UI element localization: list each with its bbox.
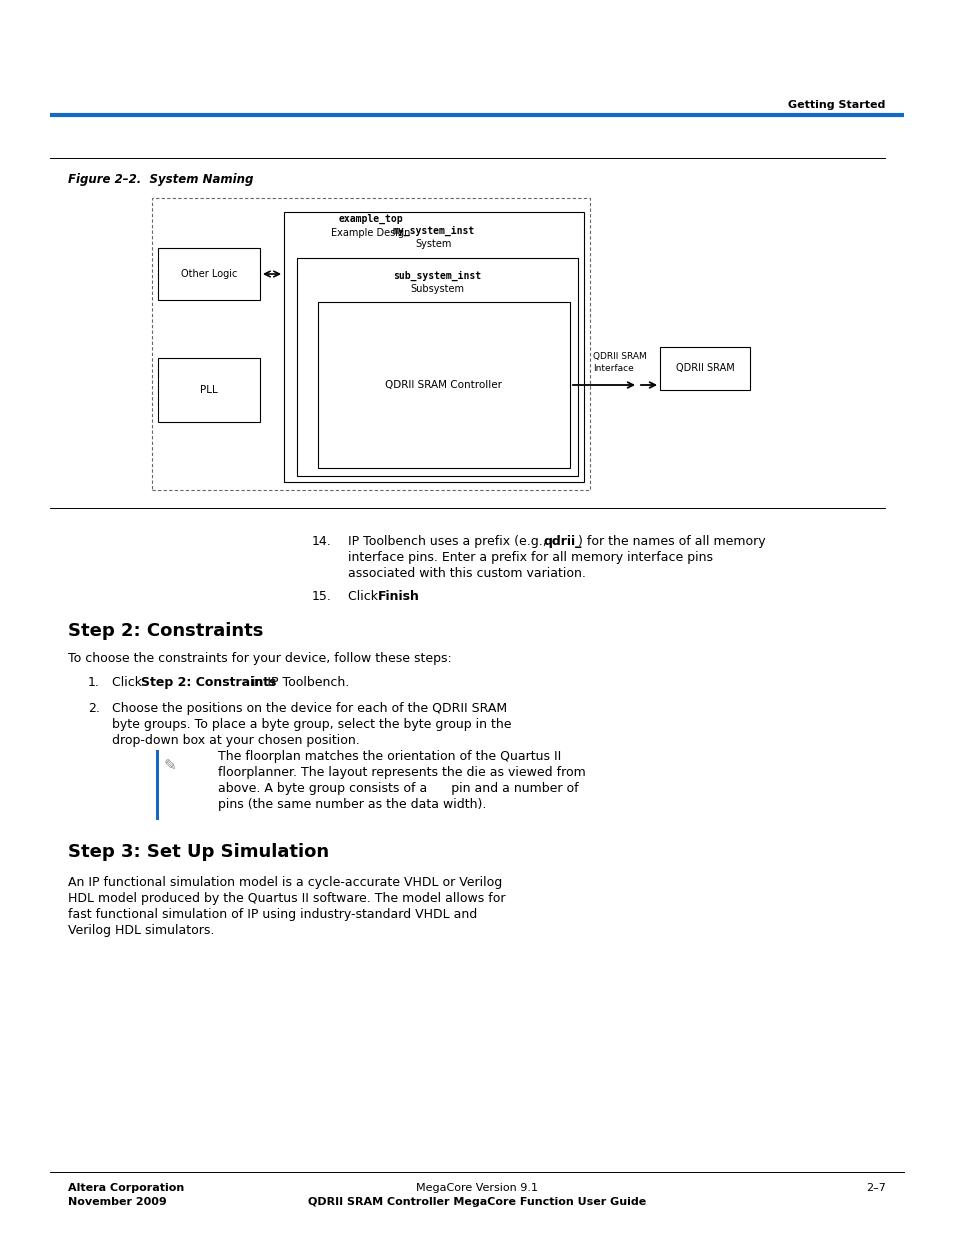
FancyBboxPatch shape <box>158 248 260 300</box>
Text: System: System <box>416 240 452 249</box>
Text: drop-down box at your chosen position.: drop-down box at your chosen position. <box>112 734 359 747</box>
Text: Other Logic: Other Logic <box>181 269 237 279</box>
FancyBboxPatch shape <box>158 358 260 422</box>
Text: qdrii_: qdrii_ <box>543 535 581 548</box>
Text: The floorplan matches the orientation of the Quartus II: The floorplan matches the orientation of… <box>218 750 560 763</box>
Text: 1.: 1. <box>88 676 100 689</box>
Text: HDL model produced by the Quartus II software. The model allows for: HDL model produced by the Quartus II sof… <box>68 892 505 905</box>
Text: sub_system_inst: sub_system_inst <box>393 270 481 282</box>
Text: 15.: 15. <box>312 590 332 603</box>
Text: An IP functional simulation model is a cycle-accurate VHDL or Verilog: An IP functional simulation model is a c… <box>68 876 501 889</box>
Text: example_top: example_top <box>338 214 403 225</box>
Text: IP Toolbench uses a prefix (e.g.,: IP Toolbench uses a prefix (e.g., <box>348 535 550 548</box>
Text: November 2009: November 2009 <box>68 1197 167 1207</box>
Text: To choose the constraints for your device, follow these steps:: To choose the constraints for your devic… <box>68 652 452 664</box>
FancyBboxPatch shape <box>156 750 159 820</box>
Text: .: . <box>415 590 418 603</box>
Text: Step 3: Set Up Simulation: Step 3: Set Up Simulation <box>68 844 329 861</box>
Text: interface pins. Enter a prefix for all memory interface pins: interface pins. Enter a prefix for all m… <box>348 551 712 564</box>
Text: Step 2: Constraints: Step 2: Constraints <box>68 622 263 640</box>
Text: Click: Click <box>348 590 381 603</box>
Text: QDRII SRAM Controller: QDRII SRAM Controller <box>385 380 502 390</box>
Text: 14.: 14. <box>312 535 332 548</box>
Text: Verilog HDL simulators.: Verilog HDL simulators. <box>68 924 214 937</box>
Text: Finish: Finish <box>377 590 419 603</box>
Text: 2.: 2. <box>88 701 100 715</box>
Text: PLL: PLL <box>200 385 217 395</box>
Text: Altera Corporation: Altera Corporation <box>68 1183 184 1193</box>
Text: my_system_inst: my_system_inst <box>393 226 475 236</box>
Text: ✎: ✎ <box>164 758 176 773</box>
Text: in IP Toolbench.: in IP Toolbench. <box>248 676 349 689</box>
Text: Click: Click <box>112 676 146 689</box>
Text: associated with this custom variation.: associated with this custom variation. <box>348 567 585 580</box>
Text: ) for the names of all memory: ) for the names of all memory <box>578 535 765 548</box>
Text: Figure 2–2.  System Naming: Figure 2–2. System Naming <box>68 173 253 186</box>
Text: Getting Started: Getting Started <box>787 100 884 110</box>
FancyBboxPatch shape <box>296 258 578 475</box>
Text: 2–7: 2–7 <box>865 1183 885 1193</box>
Text: MegaCore Version 9.1: MegaCore Version 9.1 <box>416 1183 537 1193</box>
Text: Interface: Interface <box>593 364 633 373</box>
FancyBboxPatch shape <box>152 198 589 490</box>
Text: fast functional simulation of IP using industry-standard VHDL and: fast functional simulation of IP using i… <box>68 908 476 921</box>
Text: QDRII SRAM Controller MegaCore Function User Guide: QDRII SRAM Controller MegaCore Function … <box>308 1197 645 1207</box>
Text: byte groups. To place a byte group, select the byte group in the: byte groups. To place a byte group, sele… <box>112 718 511 731</box>
Text: QDRII SRAM: QDRII SRAM <box>593 352 646 361</box>
Text: floorplanner. The layout represents the die as viewed from: floorplanner. The layout represents the … <box>218 766 585 779</box>
Text: Choose the positions on the device for each of the QDRII SRAM: Choose the positions on the device for e… <box>112 701 507 715</box>
Text: QDRII SRAM: QDRII SRAM <box>675 363 734 373</box>
Text: pins (the same number as the data width).: pins (the same number as the data width)… <box>218 798 486 811</box>
FancyBboxPatch shape <box>659 347 749 390</box>
Text: above. A byte group consists of a      pin and a number of: above. A byte group consists of a pin an… <box>218 782 578 795</box>
FancyBboxPatch shape <box>317 303 569 468</box>
Text: Step 2: Constraints: Step 2: Constraints <box>141 676 276 689</box>
Text: Subsystem: Subsystem <box>410 284 464 294</box>
Text: Example Design: Example Design <box>331 228 410 238</box>
FancyBboxPatch shape <box>284 212 583 482</box>
